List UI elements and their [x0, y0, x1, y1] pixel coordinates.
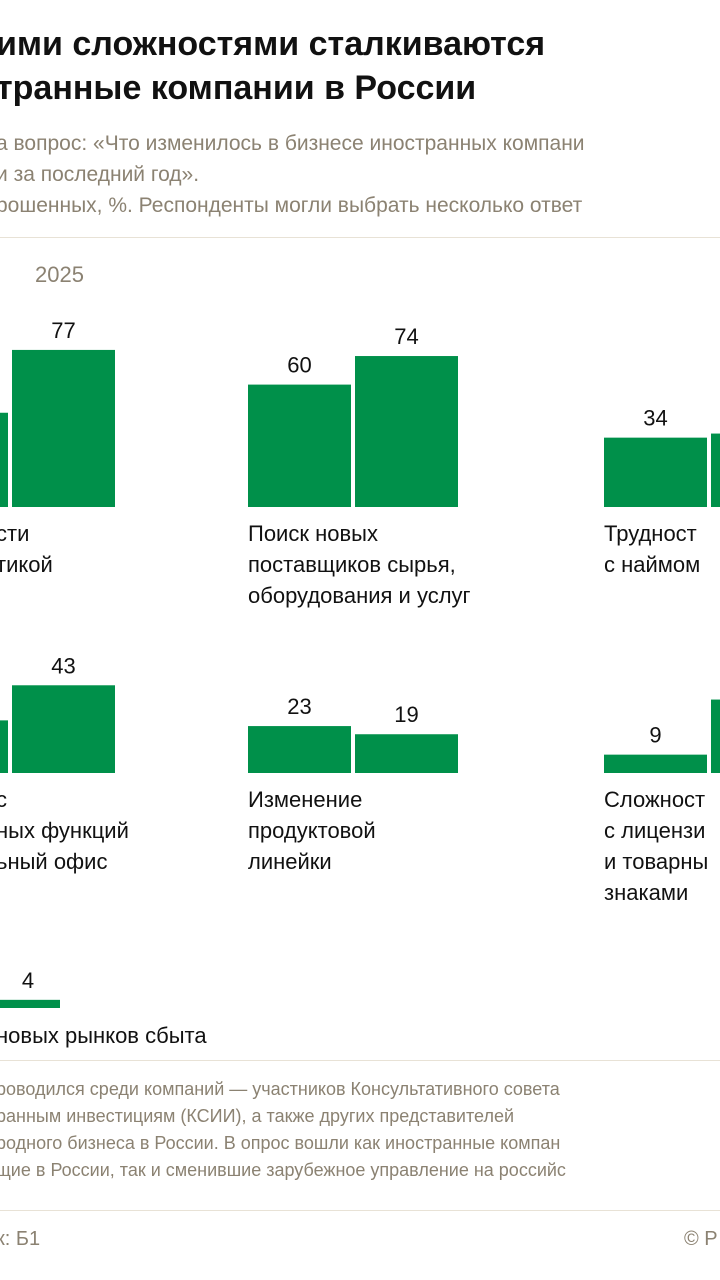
value-label-2025-3: 43 — [51, 653, 75, 678]
value-label-2025-6: 4 — [22, 968, 34, 993]
bar-prev-5 — [604, 754, 707, 773]
subtitle-line-3: рошенных, %. Респонденты могли выбрать н… — [0, 194, 583, 217]
bar-prev-1 — [248, 384, 351, 507]
bar-prev-2 — [604, 437, 707, 507]
value-label-2025-4: 19 — [394, 702, 418, 727]
subtitle-line-1: а вопрос: «Что изменилось в бизнесе инос… — [0, 132, 585, 155]
value-label-prev-4: 23 — [287, 694, 311, 719]
bar-2025-edge-2 — [711, 433, 720, 507]
footnote-divider — [0, 1060, 720, 1061]
bar-prev-4 — [248, 726, 351, 773]
value-label-prev-2: 34 — [643, 406, 667, 431]
value-label-2025-1: 74 — [394, 324, 418, 349]
title-line-2: транные компании в России — [0, 69, 477, 107]
value-label-prev-1: 60 — [287, 353, 311, 378]
footer-divider — [0, 1210, 720, 1211]
bar-prev-edge-3 — [0, 720, 8, 773]
bar-prev-edge-0 — [0, 412, 8, 507]
category-label-4: Изменение продуктовой линейки — [248, 787, 376, 874]
category-label-3: с ных функций ьный офис — [0, 787, 129, 874]
footnote: роводился среди компаний — участников Ко… — [0, 1079, 566, 1180]
subtitle-line-2: и за последний год». — [0, 163, 200, 186]
chart-subtitle: а вопрос: «Что изменилось в бизнесе инос… — [0, 128, 585, 221]
category-label-5: Сложност с лицензи и товарны знаками — [604, 787, 709, 905]
bar-2025-3 — [12, 685, 115, 773]
bar-2025-0 — [12, 349, 115, 507]
bar-2025-6 — [0, 999, 60, 1008]
bar-chart: 77 60 74 34 43 23 19 9 4 — [0, 318, 720, 1008]
title-line-1: ими сложностями сталкиваются — [0, 25, 546, 63]
bar-2025-edge-5 — [711, 699, 720, 773]
category-label-2: Трудност с наймом — [604, 521, 701, 577]
category-label-1: Поиск новых поставщиков сырья, оборудова… — [248, 521, 471, 608]
chart-title: ими сложностями сталкиваются транные ком… — [0, 22, 545, 110]
category-label-0: сти тикой — [0, 521, 53, 577]
bar-2025-1 — [355, 356, 458, 507]
copyright-label: © Р — [684, 1228, 718, 1250]
top-divider — [0, 237, 720, 238]
source-label: к: Б1 — [0, 1228, 41, 1250]
category-label-6: новых рынков сбыта — [0, 1023, 207, 1048]
value-label-2025-0: 77 — [51, 318, 75, 343]
value-label-prev-5: 9 — [649, 723, 661, 748]
legend-year-label: 2025 — [35, 262, 84, 287]
bar-2025-4 — [355, 734, 458, 773]
